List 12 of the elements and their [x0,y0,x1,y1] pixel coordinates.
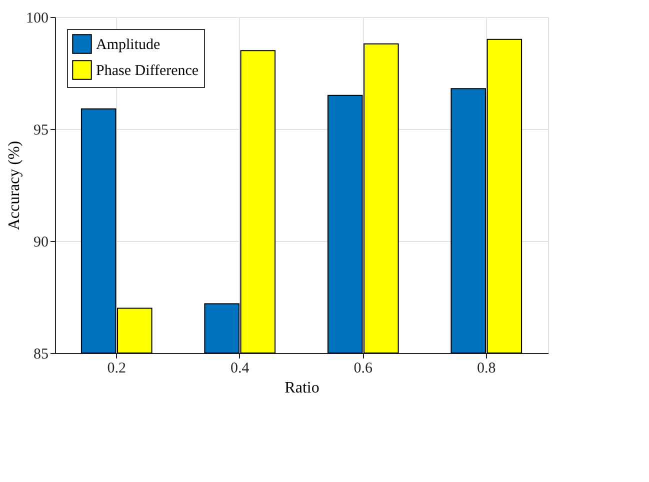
legend-label: Phase Difference [96,63,199,79]
y-tick-label: 95 [34,122,48,138]
x-tick-label: 0.8 [477,360,496,376]
x-tick-label: 0.4 [230,360,250,376]
x-tick-label: 0.2 [107,360,126,376]
y-tick-label: 90 [34,234,48,250]
y-axis-title: Accuracy (%) [6,140,23,230]
x-tick-label: 0.6 [354,360,373,376]
x-axis-title: Ratio [284,380,320,396]
y-tick-label: 85 [34,346,48,362]
y-tick-label: 100 [26,10,48,26]
legend-label: Amplitude [96,37,160,53]
